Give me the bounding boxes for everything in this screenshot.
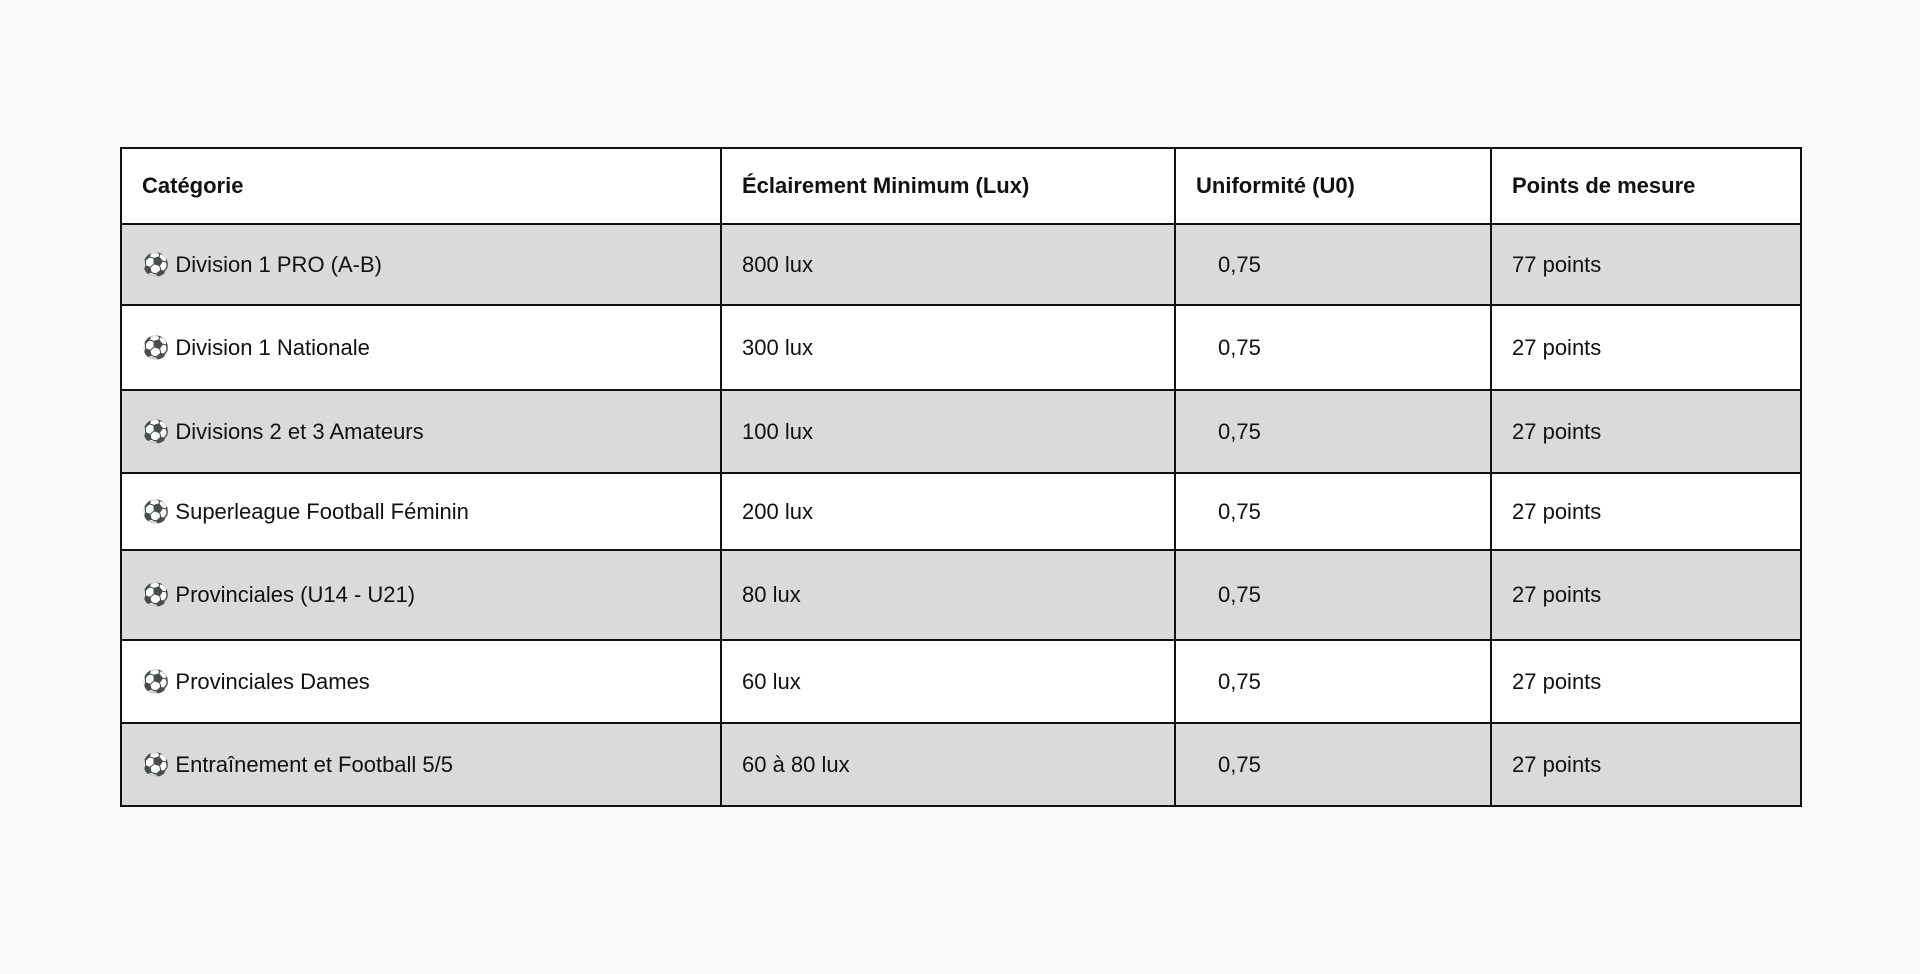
- category-cell: ⚽ Entraînement et Football 5/5: [120, 722, 722, 807]
- uniformity-cell: 0,75: [1174, 639, 1492, 724]
- category-label: Provinciales (U14 - U21): [175, 582, 416, 607]
- minimum-lux-cell: 80 lux: [720, 549, 1176, 641]
- minimum-lux-cell: 300 lux: [720, 304, 1176, 391]
- category-cell: ⚽ Divisions 2 et 3 Amateurs: [120, 389, 722, 474]
- minimum-lux-cell: 200 lux: [720, 472, 1176, 551]
- measurement-points-cell: 77 points: [1490, 223, 1802, 306]
- uniformity-cell: 0,75: [1174, 389, 1492, 474]
- category-label: Entraînement et Football 5/5: [175, 751, 454, 777]
- category-label: Division 1 PRO (A-B): [175, 251, 382, 277]
- measurement-points-cell: 27 points: [1490, 472, 1802, 551]
- column-header-uniformity: Uniformité (U0): [1174, 147, 1492, 225]
- measurement-points-cell: 27 points: [1490, 389, 1802, 474]
- soccer-ball-icon: ⚽: [142, 419, 170, 445]
- table-row: ⚽ Division 1 PRO (A-B) 800 lux 0,75 77 po…: [120, 223, 1802, 306]
- column-header-minimum-lux: Éclairement Minimum (Lux): [720, 147, 1176, 225]
- table-row: ⚽ Division 1 Nationale 300 lux 0,75 27 po…: [120, 304, 1802, 391]
- soccer-ball-icon: ⚽: [142, 252, 170, 278]
- measurement-points-cell: 27 points: [1490, 304, 1802, 391]
- category-cell: ⚽ Superleague Football Féminin: [120, 472, 722, 551]
- category-cell: ⚽ Division 1 Nationale: [120, 304, 722, 391]
- table-row: ⚽ Entraînement et Football 5/5 60 à 80 lu…: [120, 722, 1802, 807]
- uniformity-cell: 0,75: [1174, 722, 1492, 807]
- soccer-ball-icon: ⚽: [142, 583, 170, 608]
- soccer-ball-icon: ⚽: [142, 335, 170, 361]
- lighting-requirements-table-container: Catégorie Éclairement Minimum (Lux) Unif…: [120, 147, 1802, 807]
- measurement-points-cell: 27 points: [1490, 722, 1802, 807]
- soccer-ball-icon: ⚽: [142, 669, 170, 695]
- table-row: ⚽ Superleague Football Féminin 200 lux 0,…: [120, 472, 1802, 551]
- table-header-row: Catégorie Éclairement Minimum (Lux) Unif…: [120, 147, 1802, 225]
- soccer-ball-icon: ⚽: [142, 752, 170, 778]
- uniformity-cell: 0,75: [1174, 304, 1492, 391]
- category-cell: ⚽ Provinciales Dames: [120, 639, 722, 724]
- measurement-points-cell: 27 points: [1490, 549, 1802, 641]
- category-label: Divisions 2 et 3 Amateurs: [175, 418, 424, 444]
- table-row: ⚽ Divisions 2 et 3 Amateurs 100 lux 0,75 …: [120, 389, 1802, 474]
- category-label: Superleague Football Féminin: [175, 498, 469, 524]
- measurement-points-cell: 27 points: [1490, 639, 1802, 724]
- category-label: Division 1 Nationale: [175, 334, 370, 360]
- category-cell: ⚽ Division 1 PRO (A-B): [120, 223, 722, 306]
- uniformity-cell: 0,75: [1174, 472, 1492, 551]
- minimum-lux-cell: 60 à 80 lux: [720, 722, 1176, 807]
- column-header-category: Catégorie: [120, 147, 722, 225]
- uniformity-cell: 0,75: [1174, 223, 1492, 306]
- minimum-lux-cell: 100 lux: [720, 389, 1176, 474]
- category-cell: ⚽ Provinciales (U14 - U21): [120, 549, 722, 641]
- uniformity-cell: 0,75: [1174, 549, 1492, 641]
- minimum-lux-cell: 60 lux: [720, 639, 1176, 724]
- table-row: ⚽ Provinciales (U14 - U21) 80 lux 0,75 27…: [120, 549, 1802, 641]
- category-label: Provinciales Dames: [175, 668, 370, 694]
- minimum-lux-cell: 800 lux: [720, 223, 1176, 306]
- lighting-requirements-table: Catégorie Éclairement Minimum (Lux) Unif…: [120, 147, 1802, 807]
- column-header-measurement-points: Points de mesure: [1490, 147, 1802, 225]
- table-row: ⚽ Provinciales Dames 60 lux 0,75 27 point…: [120, 639, 1802, 724]
- soccer-ball-icon: ⚽: [142, 499, 170, 525]
